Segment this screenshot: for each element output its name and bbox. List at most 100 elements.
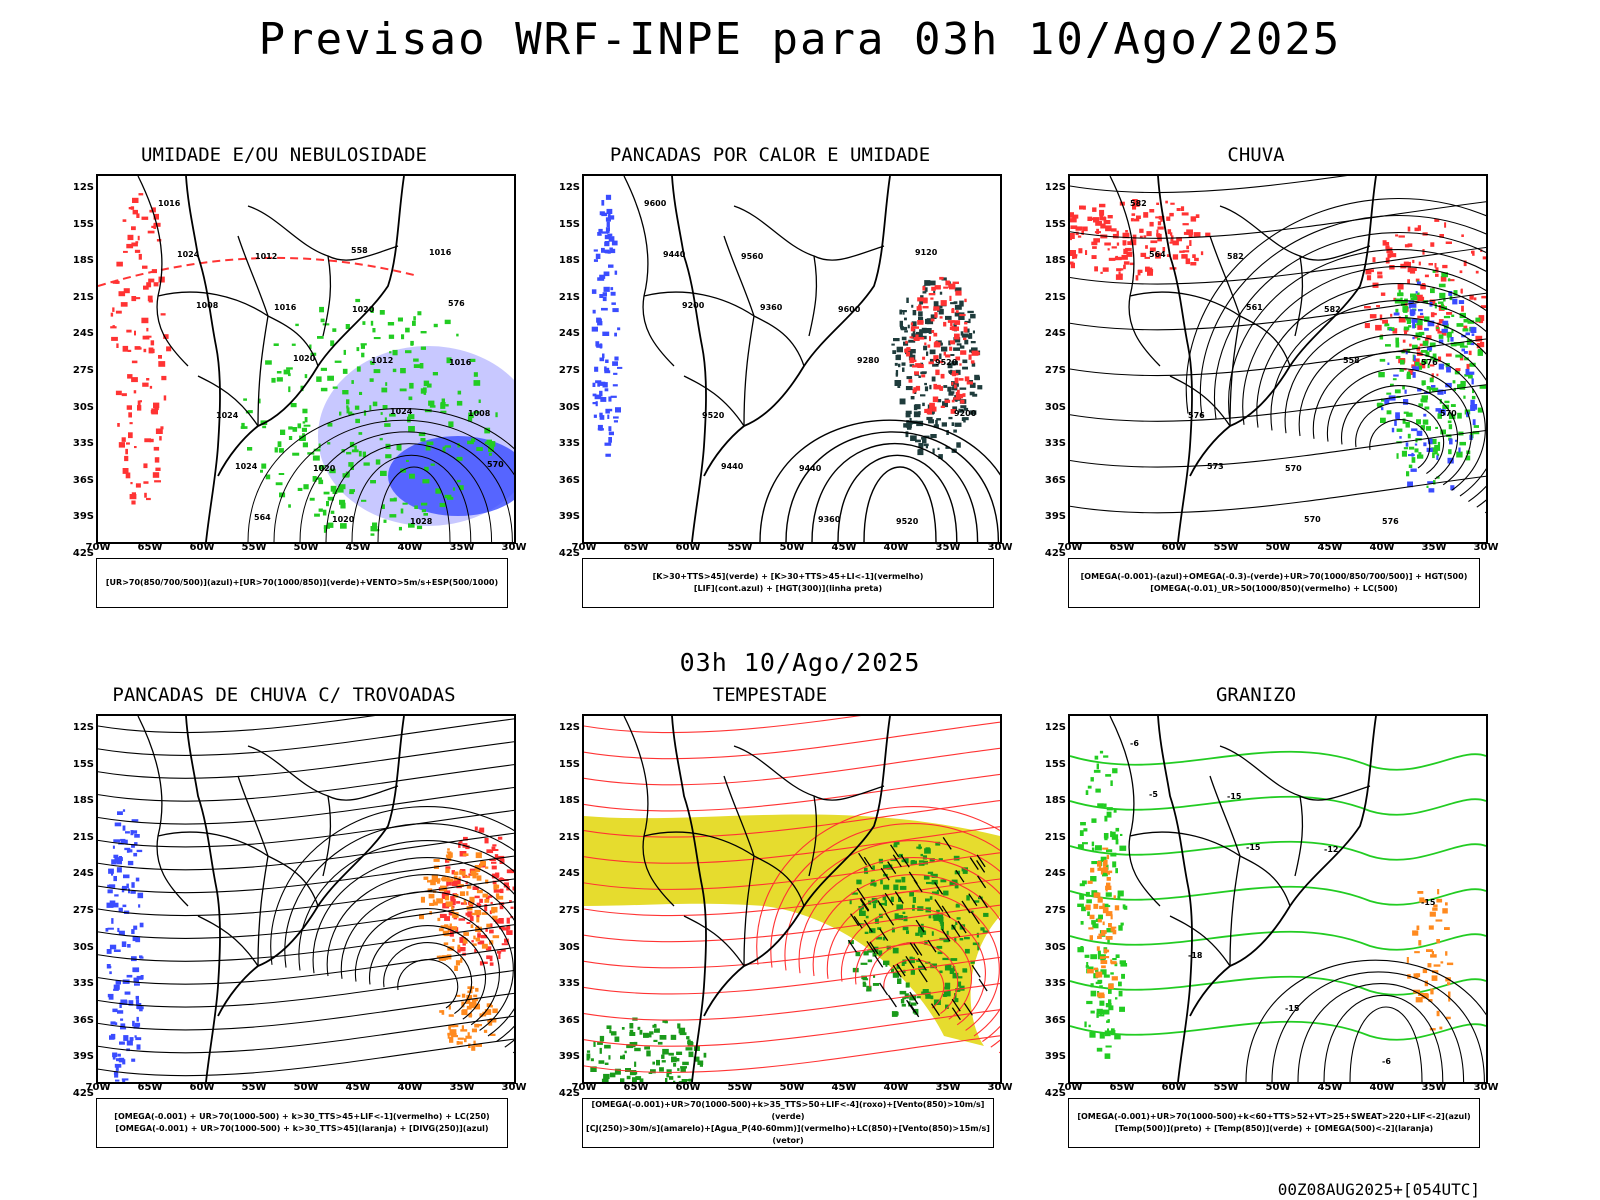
forecast-map: 9600 9560 9600 9520 9520 9440 9520 9440 9360 9280… [582,174,1002,544]
longitude-label: 50W [779,542,805,553]
contour-label: 582 [1130,199,1147,208]
main-title: Previsao WRF-INPE para 03h 10/Ago/2025 [258,14,1342,65]
latitude-label: 21S [72,831,94,843]
latitude-label: 30S [558,401,580,413]
latitude-label: 36S [1044,474,1066,486]
temp500-black-contours [1245,959,1486,1082]
panel-title: CHUVA [1227,144,1285,166]
contour-label: 576 [1382,517,1399,526]
longitude-label: 50W [1265,1082,1291,1093]
forecast-map: 1016 1012 1020 1016 1024 1020 1028 1024 1016 1012… [96,174,516,544]
panel-legend: [UR>70(850/700/500)](azul)+[UR>70(1000/8… [96,558,508,608]
contour-label: 576 [1188,411,1205,420]
contour-labels: 9600 9560 9600 9520 9520 9440 9520 9440 9360 9280… [644,199,977,526]
longitude-label: 45W [345,1082,371,1093]
contour-label: -15 [1246,843,1261,852]
latitude-label: 15S [72,758,94,770]
longitude-label: 65W [137,542,163,553]
latitude-label: 18S [1044,255,1066,267]
country-borders [1109,176,1377,542]
contour-label: 558 [1343,356,1360,365]
map-panel: PANCADAS POR CALOR E UMIDADE 9600 9560 9600… [540,144,1012,624]
forecast-map [582,714,1002,1084]
longitude-label: 45W [831,1082,857,1093]
latitude-label: 33S [558,978,580,990]
longitude-axis: 70W 65W 60W 55W 50W 45W 40W 35W 30W [1058,542,1499,556]
low-humidity-contours [240,298,498,536]
longitude-label: 35W [1421,542,1447,553]
latitude-label: 42S [72,1088,94,1099]
contour-label: 576 [448,299,465,308]
contour-label: 573 [1207,462,1224,471]
contour-label: 9360 [818,515,841,524]
latitude-label: 42S [72,548,94,559]
contour-label: 9440 [663,250,686,259]
latitude-label: 42S [558,548,580,559]
legend-line: [OMEGA(-0.001)-(azul)+OMEGA(-0.3)-(verde… [1080,572,1468,581]
omega-green-area [1376,270,1486,488]
heat-shower-red-area [904,276,980,415]
latitude-label: 39S [558,1051,580,1063]
contour-label: 1020 [332,515,355,524]
contour-label: 558 [351,246,368,255]
legend-line: [UR>70(850/700/500)](azul)+[UR>70(1000/8… [105,578,499,587]
latitude-label: 39S [1044,1051,1066,1063]
contour-label: -6 [1382,1057,1391,1066]
longitude-axis: 70W 65W 60W 55W 50W 45W 40W 35W 30W [572,1082,1013,1096]
longitude-label: 70W [571,1082,597,1093]
latitude-label: 18S [558,255,580,267]
legend-line: [OMEGA(-0.001) + UR>70(1000-500) + k>30_… [114,1112,490,1121]
contour-label: 564 [254,513,271,522]
longitude-label: 55W [727,1082,753,1093]
latitude-label: 27S [72,905,94,916]
longitude-label: 60W [1161,1082,1187,1093]
contour-label: 1024 [177,250,200,259]
longitude-axis: 70W 65W 60W 55W 50W 45W 40W 35W 30W [1058,1082,1499,1096]
hgt500-streamlines [1185,197,1486,514]
latitude-label: 15S [1044,758,1066,770]
map-panel: UMIDADE E/OU NEBULOSIDADE 1016 1012 1020 101… [54,144,526,624]
longitude-label: 35W [449,542,475,553]
longitude-label: 55W [1213,542,1239,553]
latitude-axis: 12S 15S 18S 21S 24S 27S 30S 33S 36S 39S 42S [546,174,580,559]
latitude-label: 12S [1044,722,1066,733]
panel-title: PANCADAS POR CALOR E UMIDADE [609,144,931,166]
latitude-label: 15S [558,218,580,230]
longitude-label: 70W [1057,1082,1083,1093]
latitude-label: 36S [558,474,580,486]
longitude-label: 30W [1473,542,1499,553]
thunderstorm-orange-area [419,848,504,971]
longitude-label: 45W [345,542,371,553]
legend-line: [OMEGA(-0.001)+UR>70(1000-500)+k<60+TTS>… [1077,1112,1471,1121]
thickness-red-dashes [110,193,172,505]
latitude-label: 18S [72,255,94,267]
contour-label: 9120 [915,248,938,257]
latitude-label: 27S [72,365,94,376]
longitude-label: 50W [779,1082,805,1093]
contour-label: 1016 [274,303,297,312]
longitude-label: 50W [1265,542,1291,553]
longitude-label: 55W [241,542,267,553]
latitude-label: 24S [72,868,94,880]
latitude-label: 30S [1044,941,1066,953]
longitude-label: 60W [675,542,701,553]
contour-label: 1024 [235,462,258,471]
contour-label: 1012 [371,356,393,365]
legend-line: [LIF](cont.azul) + [HGT(300)](linha pret… [693,584,883,593]
legend-line: [OMEGA(-0.001)+UR>70(1000-500)+k>35_TTS>… [591,1100,985,1121]
contour-label: 582 [1324,305,1341,314]
contour-label: 1008 [196,301,219,310]
longitude-label: 45W [831,542,857,553]
contour-label: 9440 [721,462,744,471]
panel-legend: [OMEGA(-0.001)-(azul)+OMEGA(-0.3)-(verde… [1068,558,1480,608]
country-borders [137,176,405,542]
contour-label: 9200 [682,301,705,310]
longitude-label: 50W [293,542,319,553]
longitude-label: 65W [623,542,649,553]
latitude-label: 27S [1044,365,1066,376]
latitude-label: 15S [1044,218,1066,230]
contour-label: 1028 [410,517,433,526]
forecast-map [96,714,516,1084]
map-panel: GRANIZO -6 -15 -12 -15 -18 -15 -6 -5 -15 12S 15S 18S… [1026,684,1499,1164]
contour-label: 576 [1421,358,1438,367]
